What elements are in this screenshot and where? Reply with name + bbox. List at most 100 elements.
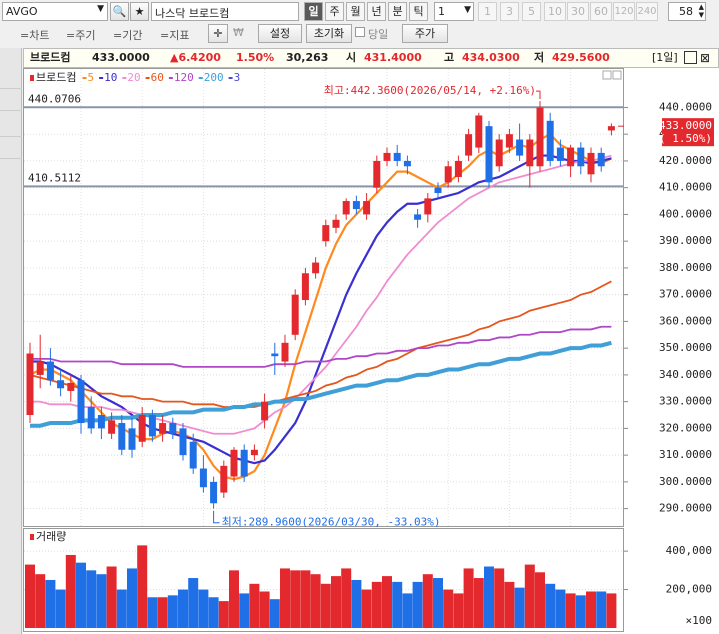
volume-bar xyxy=(290,570,301,628)
interval-button[interactable]: 30 xyxy=(567,2,589,21)
candle-body xyxy=(393,152,401,161)
volume-bar xyxy=(331,576,341,628)
volume-bar xyxy=(514,587,525,628)
candle-body xyxy=(118,423,126,450)
interval-button[interactable]: 3 xyxy=(500,2,519,21)
moving-average xyxy=(29,132,612,481)
symbol-input[interactable]: AVGO ▼ xyxy=(2,2,108,21)
reset-button[interactable]: 초기화 xyxy=(306,24,352,43)
period-button[interactable]: 월 xyxy=(346,2,365,21)
volume-bar xyxy=(371,581,382,628)
y-tick-label: 330.0000 xyxy=(659,395,712,408)
legend-entry: 20 xyxy=(127,71,140,84)
settings-button[interactable]: 설정 xyxy=(258,24,302,43)
y-tick-label: 200,000 xyxy=(666,583,712,596)
legend-entry: 10 xyxy=(104,71,117,84)
interval-button[interactable]: 5 xyxy=(522,2,541,21)
info-period: [1일] xyxy=(652,51,678,64)
price-button[interactable]: 주가 xyxy=(402,24,448,43)
level-label: 440.0706 xyxy=(28,92,81,105)
candle-body xyxy=(475,115,483,148)
volume-bar xyxy=(545,583,556,628)
candle-body xyxy=(301,273,309,301)
y-tick-label: 400.0000 xyxy=(659,207,712,220)
volume-bar xyxy=(55,589,66,628)
close-button[interactable]: ⊠ xyxy=(700,51,711,65)
y-tick-label: 380.0000 xyxy=(659,261,712,274)
interval-button[interactable]: 10 xyxy=(544,2,566,21)
legend-entry: 3 xyxy=(234,71,241,84)
volume-bar xyxy=(106,566,117,628)
menu[interactable]: =지표 xyxy=(160,29,190,42)
panel-button[interactable] xyxy=(612,70,622,80)
candle-body xyxy=(220,465,228,493)
y-tick-label: 300.0000 xyxy=(659,475,712,488)
count-input[interactable]: 58 ▲ ▼ xyxy=(668,2,706,21)
moving-average xyxy=(30,154,612,435)
legend-entry: 120 xyxy=(174,71,194,84)
candle-body xyxy=(67,382,75,391)
candle-body xyxy=(546,120,554,161)
checkbox-label[interactable]: 당일 xyxy=(368,28,389,41)
panel-button[interactable] xyxy=(602,70,612,80)
interval-button[interactable]: 240 xyxy=(636,2,658,21)
candle-body xyxy=(495,139,503,167)
symbol: AVGO xyxy=(6,5,38,18)
moving-average xyxy=(29,280,612,408)
interval-button[interactable]: 60 xyxy=(590,2,612,21)
crosshair-button[interactable]: ✛ xyxy=(208,24,228,43)
interval-button[interactable]: 1 xyxy=(478,2,497,21)
volume-bar xyxy=(239,593,250,628)
volume-bar xyxy=(198,589,209,628)
count: 58 xyxy=(679,5,693,18)
checkbox[interactable] xyxy=(355,27,365,37)
candle-body xyxy=(485,126,493,183)
candle-body xyxy=(108,420,116,434)
tool-icon[interactable]: ₩ xyxy=(233,26,244,39)
interval-select[interactable]: 1 ▼ xyxy=(434,2,474,21)
y-tick-label: 440.0000 xyxy=(659,100,712,113)
volume-title: 거래량 xyxy=(36,530,66,543)
candle-body xyxy=(567,147,575,167)
volume-bar xyxy=(76,562,86,628)
info-open-label: 시 xyxy=(346,51,357,64)
search-button[interactable]: 🔍 xyxy=(110,2,129,21)
candle-body xyxy=(556,147,564,161)
volume-bar xyxy=(555,589,566,628)
period-button[interactable]: 틱 xyxy=(409,2,428,21)
candle-body xyxy=(46,361,54,381)
menu[interactable]: =기간 xyxy=(113,29,143,42)
volume-bar xyxy=(208,597,219,628)
period-button[interactable]: 주 xyxy=(325,2,344,21)
menu[interactable]: =차트 xyxy=(20,29,50,42)
legend-entry: 5 xyxy=(87,71,94,84)
favorite-button[interactable]: ★ xyxy=(130,2,149,21)
period-button[interactable]: 일 xyxy=(304,2,323,21)
period-button[interactable]: 분 xyxy=(388,2,407,21)
dropdown-arrow[interactable]: ▼ xyxy=(97,4,104,14)
maximize-button[interactable] xyxy=(684,51,697,64)
info-change: ▲6.4200 xyxy=(170,51,221,64)
volume-bar xyxy=(157,597,168,628)
volume-bar xyxy=(361,589,372,628)
annotation-arrow xyxy=(213,510,220,524)
candle-body xyxy=(526,139,534,167)
volume-bar xyxy=(300,570,311,628)
menu[interactable]: =주기 xyxy=(66,29,96,42)
candle-body xyxy=(169,423,177,434)
volume-bar xyxy=(463,568,474,628)
period-button[interactable]: 년 xyxy=(367,2,386,21)
legend-entry: 브로드컴 xyxy=(36,71,76,84)
volume-bar xyxy=(127,568,137,628)
candle-body xyxy=(36,361,44,375)
volume-bar xyxy=(565,593,576,628)
candle-body xyxy=(342,201,350,215)
candle-body xyxy=(363,201,371,215)
candle-body xyxy=(291,294,299,335)
annotation-arrow xyxy=(536,90,541,100)
price-panel xyxy=(23,68,624,527)
info-price: 433.0000 xyxy=(92,51,150,64)
candle-body xyxy=(587,152,595,175)
volume-bar xyxy=(178,589,188,628)
interval-button[interactable]: 120 xyxy=(613,2,635,21)
